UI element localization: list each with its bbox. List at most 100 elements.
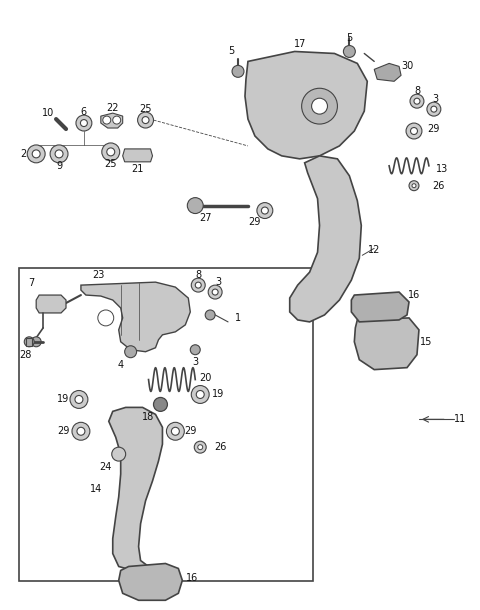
Text: 3: 3 bbox=[192, 357, 198, 367]
Text: 10: 10 bbox=[42, 108, 54, 118]
Text: 24: 24 bbox=[99, 462, 112, 472]
Polygon shape bbox=[374, 63, 401, 81]
Text: 5: 5 bbox=[228, 46, 234, 57]
Circle shape bbox=[301, 88, 337, 124]
Text: 9: 9 bbox=[56, 161, 62, 171]
Text: 3: 3 bbox=[215, 277, 221, 287]
Circle shape bbox=[50, 145, 68, 163]
Text: 29: 29 bbox=[57, 426, 69, 436]
Text: 4: 4 bbox=[118, 360, 124, 370]
Text: 23: 23 bbox=[93, 270, 105, 280]
Text: 27: 27 bbox=[199, 212, 212, 223]
Text: 16: 16 bbox=[408, 290, 420, 300]
Circle shape bbox=[205, 310, 215, 320]
Circle shape bbox=[31, 337, 41, 346]
Text: 17: 17 bbox=[293, 38, 306, 49]
Circle shape bbox=[414, 98, 420, 104]
Bar bbox=[19, 268, 312, 581]
Circle shape bbox=[27, 145, 45, 163]
Circle shape bbox=[32, 150, 40, 158]
Polygon shape bbox=[36, 295, 66, 313]
Text: 6: 6 bbox=[81, 107, 87, 117]
Polygon shape bbox=[245, 51, 367, 159]
Text: 29: 29 bbox=[428, 124, 440, 134]
Text: 15: 15 bbox=[420, 337, 432, 347]
Text: 30: 30 bbox=[401, 62, 413, 71]
Circle shape bbox=[194, 441, 206, 453]
Circle shape bbox=[113, 116, 120, 124]
Circle shape bbox=[192, 386, 209, 403]
Circle shape bbox=[103, 116, 111, 124]
Text: 1: 1 bbox=[235, 313, 241, 323]
Text: 25: 25 bbox=[105, 159, 117, 169]
Polygon shape bbox=[109, 407, 162, 570]
Circle shape bbox=[343, 46, 355, 57]
Text: 25: 25 bbox=[139, 104, 152, 114]
Text: 16: 16 bbox=[186, 573, 198, 583]
Circle shape bbox=[410, 94, 424, 108]
Polygon shape bbox=[290, 156, 361, 322]
Circle shape bbox=[167, 422, 184, 440]
Circle shape bbox=[75, 395, 83, 403]
Text: 8: 8 bbox=[195, 270, 201, 280]
Circle shape bbox=[171, 427, 180, 436]
Text: 29: 29 bbox=[249, 218, 261, 228]
Circle shape bbox=[70, 390, 88, 409]
Polygon shape bbox=[123, 149, 153, 162]
Text: 3: 3 bbox=[433, 94, 439, 104]
Circle shape bbox=[187, 198, 203, 214]
Text: 19: 19 bbox=[57, 395, 69, 404]
Circle shape bbox=[98, 310, 114, 326]
Circle shape bbox=[125, 346, 137, 357]
Text: 2: 2 bbox=[20, 149, 26, 159]
Circle shape bbox=[195, 282, 201, 288]
Text: 21: 21 bbox=[132, 164, 144, 174]
Circle shape bbox=[24, 337, 34, 346]
Text: 14: 14 bbox=[90, 484, 102, 494]
Circle shape bbox=[76, 115, 92, 131]
Circle shape bbox=[72, 422, 90, 440]
Circle shape bbox=[262, 207, 268, 214]
Text: 19: 19 bbox=[212, 389, 224, 400]
Circle shape bbox=[107, 148, 115, 156]
Circle shape bbox=[77, 427, 85, 436]
Circle shape bbox=[112, 447, 126, 461]
Text: 26: 26 bbox=[214, 442, 226, 452]
Circle shape bbox=[190, 345, 200, 354]
Circle shape bbox=[410, 127, 418, 134]
Circle shape bbox=[55, 150, 63, 158]
Circle shape bbox=[431, 106, 437, 112]
Circle shape bbox=[196, 390, 204, 398]
Circle shape bbox=[81, 120, 87, 126]
Text: 28: 28 bbox=[19, 350, 31, 360]
Circle shape bbox=[102, 143, 120, 161]
Polygon shape bbox=[101, 113, 123, 128]
Circle shape bbox=[208, 285, 222, 299]
Text: 29: 29 bbox=[184, 426, 196, 436]
Circle shape bbox=[232, 65, 244, 77]
Circle shape bbox=[142, 117, 149, 124]
Circle shape bbox=[257, 203, 273, 218]
Circle shape bbox=[192, 278, 205, 292]
Circle shape bbox=[198, 445, 203, 450]
Text: 20: 20 bbox=[199, 373, 211, 382]
Circle shape bbox=[312, 98, 327, 114]
Circle shape bbox=[412, 184, 416, 188]
Circle shape bbox=[212, 289, 218, 295]
Text: 8: 8 bbox=[414, 86, 420, 96]
Text: 22: 22 bbox=[107, 103, 119, 113]
Polygon shape bbox=[81, 282, 190, 352]
Polygon shape bbox=[354, 318, 419, 370]
Circle shape bbox=[427, 102, 441, 116]
Circle shape bbox=[409, 181, 419, 191]
Circle shape bbox=[138, 112, 154, 128]
Polygon shape bbox=[119, 564, 182, 600]
Text: 18: 18 bbox=[143, 412, 155, 422]
Bar bbox=[26, 338, 32, 346]
Circle shape bbox=[406, 123, 422, 139]
Text: 26: 26 bbox=[432, 181, 445, 191]
Text: 11: 11 bbox=[454, 414, 466, 425]
Text: 12: 12 bbox=[368, 245, 381, 256]
Text: 13: 13 bbox=[436, 164, 448, 174]
Polygon shape bbox=[351, 292, 409, 322]
